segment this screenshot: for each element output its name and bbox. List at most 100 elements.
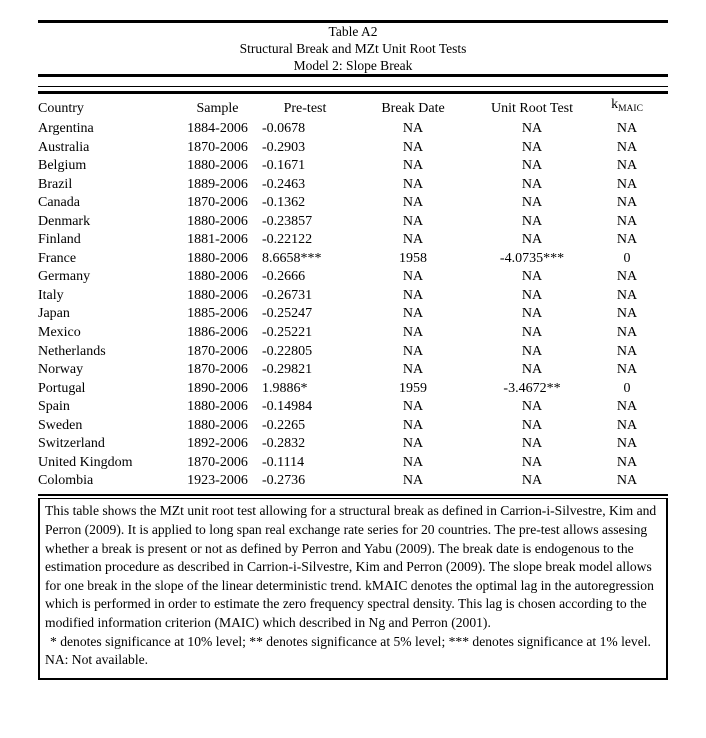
cell-unit-root-test: NA: [521, 232, 543, 248]
table-row: Switzerland 1892-2006 -0.2832 NA NA NA: [38, 435, 668, 454]
cell-pretest: -0.2265: [262, 417, 306, 433]
cell-country: Finland: [38, 232, 81, 248]
kmaic-subscript: MAIC: [618, 104, 643, 114]
cell-sample: 1885-2006: [187, 306, 248, 322]
header-country: Country: [38, 101, 84, 116]
cell-sample: 1880-2006: [187, 250, 248, 266]
cell-pretest: -0.0678: [262, 121, 306, 136]
cell-kmaic: NA: [616, 176, 638, 192]
cell-country: Australia: [38, 139, 90, 155]
cell-country: Italy: [38, 287, 64, 303]
cell-break-date: NA: [402, 417, 424, 433]
cell-pretest: 1.9886*: [262, 380, 308, 396]
cell-country: Belgium: [38, 158, 87, 174]
cell-sample: 1890-2006: [187, 380, 248, 396]
table-row: Japan 1885-2006 -0.25247 NA NA NA: [38, 305, 668, 324]
table-bottom-double-rule: [38, 493, 668, 500]
cell-unit-root-test: NA: [521, 195, 543, 211]
cell-break-date: NA: [402, 473, 424, 489]
header-pretest: Pre-test: [283, 101, 327, 116]
table-model-subtitle: Model 2: Slope Break: [293, 58, 413, 73]
cell-pretest: -0.22805: [262, 343, 313, 359]
header-top-thin-rule: [38, 86, 668, 87]
table-row: Australia 1870-2006 -0.2903 NA NA NA: [38, 139, 668, 158]
table-row: Norway 1870-2006 -0.29821 NA NA NA: [38, 361, 668, 380]
table-row: France 1880-2006 8.6658*** 1958 -4.0735*…: [38, 250, 668, 269]
note-body: This table shows the MZt unit root test …: [45, 503, 657, 630]
cell-pretest: -0.29821: [262, 362, 313, 378]
cell-country: United Kingdom: [38, 454, 133, 470]
cell-unit-root-test: NA: [521, 176, 543, 192]
cell-pretest: -0.25247: [262, 306, 313, 322]
cell-kmaic: NA: [616, 473, 638, 489]
cell-unit-root-test: NA: [521, 158, 543, 174]
results-table: Country Sample Pre-test Break Date Unit …: [38, 94, 668, 491]
header-kmaic: kMAIC: [586, 94, 668, 120]
cell-kmaic: NA: [616, 158, 638, 174]
cell-unit-root-test: NA: [521, 287, 543, 303]
cell-break-date: NA: [402, 232, 424, 248]
cell-sample: 1880-2006: [187, 269, 248, 285]
cell-kmaic: 0: [623, 380, 631, 396]
note-significance: * denotes significance at 10% level; ** …: [45, 633, 651, 668]
cell-kmaic: 0: [623, 250, 631, 266]
cell-country: Norway: [38, 362, 84, 378]
cell-kmaic: NA: [616, 454, 638, 470]
table-row: Italy 1880-2006 -0.26731 NA NA NA: [38, 287, 668, 306]
cell-kmaic: NA: [616, 232, 638, 248]
header-break-date: Break Date: [381, 101, 445, 116]
cell-kmaic: NA: [616, 399, 638, 415]
cell-pretest: -0.14984: [262, 399, 313, 415]
cell-pretest: -0.2736: [262, 473, 306, 489]
cell-sample: 1923-2006: [187, 473, 248, 489]
table-header-row: Country Sample Pre-test Break Date Unit …: [38, 94, 668, 120]
cell-country: Colombia: [38, 473, 94, 489]
cell-country: Sweden: [38, 417, 83, 433]
cell-unit-root-test: NA: [521, 436, 543, 452]
cell-sample: 1880-2006: [187, 213, 248, 229]
cell-break-date: NA: [402, 176, 424, 192]
cell-unit-root-test: NA: [521, 306, 543, 322]
cell-country: Portugal: [38, 380, 86, 396]
cell-break-date: NA: [402, 436, 424, 452]
cell-pretest: -0.1362: [262, 195, 306, 211]
cell-unit-root-test: NA: [521, 454, 543, 470]
cell-country: Argentina: [38, 121, 94, 136]
cell-sample: 1886-2006: [187, 325, 248, 341]
cell-kmaic: NA: [616, 139, 638, 155]
cell-country: Brazil: [38, 176, 73, 192]
cell-pretest: -0.2832: [262, 436, 306, 452]
cell-kmaic: NA: [616, 195, 638, 211]
title-bottom-rule: [38, 74, 668, 77]
cell-sample: 1870-2006: [187, 362, 248, 378]
header-top-thick-rule: [38, 91, 668, 94]
cell-country: France: [38, 250, 77, 266]
cell-break-date: NA: [402, 362, 424, 378]
cell-country: Mexico: [38, 325, 81, 341]
cell-unit-root-test: NA: [521, 269, 543, 285]
cell-unit-root-test: -4.0735***: [499, 250, 565, 266]
cell-sample: 1881-2006: [187, 232, 248, 248]
cell-sample: 1870-2006: [187, 139, 248, 155]
cell-sample: 1889-2006: [187, 176, 248, 192]
cell-country: Spain: [38, 399, 70, 415]
cell-pretest: -0.1114: [262, 454, 305, 470]
cell-break-date: NA: [402, 213, 424, 229]
table-row: Denmark 1880-2006 -0.23857 NA NA NA: [38, 213, 668, 232]
cell-pretest: -0.2903: [262, 139, 306, 155]
table-row: Netherlands 1870-2006 -0.22805 NA NA NA: [38, 343, 668, 362]
cell-country: Canada: [38, 195, 80, 211]
table-row: Spain 1880-2006 -0.14984 NA NA NA: [38, 398, 668, 417]
table-row: Canada 1870-2006 -0.1362 NA NA NA: [38, 194, 668, 213]
cell-pretest: -0.2666: [262, 269, 306, 285]
cell-pretest: -0.23857: [262, 213, 313, 229]
cell-sample: 1880-2006: [187, 417, 248, 433]
cell-unit-root-test: NA: [521, 139, 543, 155]
table-row: Colombia 1923-2006 -0.2736 NA NA NA: [38, 472, 668, 491]
cell-kmaic: NA: [616, 325, 638, 341]
cell-unit-root-test: -3.4672**: [503, 380, 561, 396]
cell-pretest: -0.22122: [262, 232, 313, 248]
cell-country: Japan: [38, 306, 70, 322]
table-row: Argentina 1884-2006 -0.0678 NA NA NA: [38, 120, 668, 139]
cell-kmaic: NA: [616, 306, 638, 322]
